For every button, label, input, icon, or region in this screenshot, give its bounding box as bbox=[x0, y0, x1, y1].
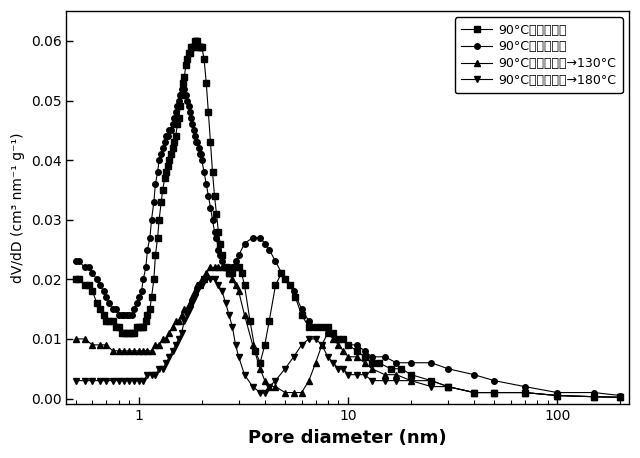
90°C（閉鎖系） bbox=[616, 393, 624, 398]
90°C（開放系）→180°C bbox=[392, 378, 400, 383]
90°C（開放系） bbox=[171, 140, 179, 145]
90°C（開放系）→180°C bbox=[444, 384, 452, 389]
90°C（閉鎖系） bbox=[312, 324, 319, 330]
90°C（開放系） bbox=[616, 395, 624, 400]
90°C（開放系）→130°C bbox=[183, 306, 191, 312]
90°C（開放系）→130°C bbox=[72, 336, 80, 342]
Line: 90°C（開放系）→180°C: 90°C（開放系）→180°C bbox=[73, 277, 623, 400]
90°C（閉鎖系） bbox=[72, 259, 80, 264]
90°C（開放系）→180°C bbox=[200, 277, 208, 282]
90°C（開放系） bbox=[72, 277, 80, 282]
90°C（開放系） bbox=[521, 390, 529, 395]
Line: 90°C（閉鎖系）: 90°C（閉鎖系） bbox=[73, 86, 623, 398]
90°C（開放系）→180°C bbox=[222, 300, 230, 306]
90°C（開放系）→130°C bbox=[368, 366, 376, 371]
Y-axis label: dV/dD (cm³ nm⁻¹ g⁻¹): dV/dD (cm³ nm⁻¹ g⁻¹) bbox=[11, 132, 25, 283]
X-axis label: Pore diameter (nm): Pore diameter (nm) bbox=[248, 429, 447, 447]
90°C（開放系） bbox=[238, 271, 246, 276]
90°C（開放系）→180°C bbox=[159, 366, 166, 371]
90°C（開放系）→130°C bbox=[222, 265, 230, 270]
90°C（開放系）→130°C bbox=[207, 265, 214, 270]
90°C（開放系）→130°C bbox=[159, 336, 166, 342]
90°C（開放系）→130°C bbox=[616, 395, 624, 400]
90°C（開放系） bbox=[205, 109, 212, 115]
Line: 90°C（開放系）→130°C: 90°C（開放系）→130°C bbox=[73, 265, 623, 400]
90°C（開放系）→180°C bbox=[183, 312, 191, 318]
90°C（開放系）→180°C bbox=[72, 378, 80, 383]
90°C（閉鎖系） bbox=[178, 86, 186, 91]
90°C（開放系） bbox=[191, 38, 198, 44]
90°C（閉鎖系） bbox=[241, 241, 248, 246]
90°C（閉鎖系） bbox=[444, 366, 452, 371]
90°C（開放系）→130°C bbox=[444, 384, 452, 389]
Legend: 90°C（開放系）, 90°C（閉鎖系）, 90°C（開放系）→130°C, 90°C（開放系）→180°C: 90°C（開放系）, 90°C（閉鎖系）, 90°C（開放系）→130°C, 9… bbox=[454, 17, 623, 93]
90°C（閉鎖系） bbox=[159, 146, 166, 151]
90°C（開放系） bbox=[261, 342, 269, 348]
90°C（開放系）→180°C bbox=[368, 378, 376, 383]
90°C（開放系）→180°C bbox=[616, 395, 624, 400]
90°C（開放系）→130°C bbox=[392, 372, 400, 377]
90°C（開放系） bbox=[291, 294, 299, 300]
90°C（閉鎖系） bbox=[368, 354, 376, 360]
90°C（閉鎖系） bbox=[271, 259, 279, 264]
Line: 90°C（開放系）: 90°C（開放系） bbox=[73, 38, 623, 400]
